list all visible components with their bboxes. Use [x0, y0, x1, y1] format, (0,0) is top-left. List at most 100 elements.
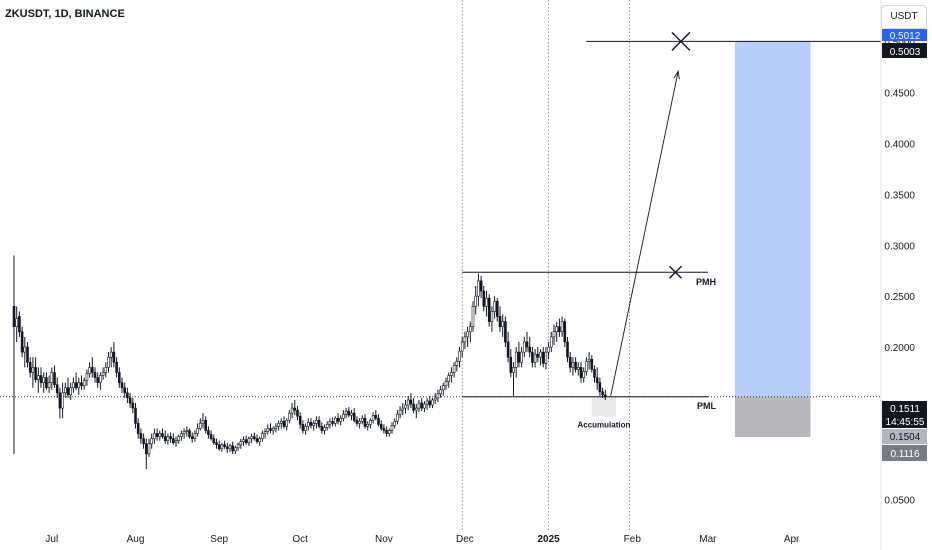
- candle-body: [253, 436, 256, 439]
- candle-body: [490, 311, 494, 322]
- price-tick-label: 0.2500: [884, 292, 915, 303]
- candle-body: [12, 306, 16, 327]
- currency-button[interactable]: USDT: [881, 5, 927, 29]
- candle: [487, 294, 491, 327]
- accumulation-label: Accumulation: [577, 421, 630, 430]
- stop-price-tag-bg: [882, 445, 927, 461]
- candle-body: [139, 433, 143, 439]
- candle-body: [285, 420, 289, 427]
- candle: [226, 442, 229, 453]
- candle: [193, 430, 197, 442]
- target-zone[interactable]: [734, 41, 811, 397]
- candle: [282, 416, 286, 429]
- candle: [590, 355, 594, 373]
- candle: [185, 426, 189, 437]
- candle-body: [333, 417, 337, 424]
- candle: [525, 331, 529, 353]
- candle: [126, 387, 129, 404]
- candle: [266, 424, 270, 435]
- candle-body: [412, 403, 415, 411]
- candle: [350, 410, 353, 421]
- candle-body: [107, 356, 110, 368]
- candle-body: [549, 336, 553, 348]
- candle: [463, 331, 467, 350]
- candle: [212, 434, 216, 445]
- candle-body: [74, 382, 78, 389]
- target-x-marker: [671, 31, 691, 51]
- candle: [520, 347, 523, 368]
- candle: [242, 436, 245, 446]
- candle-body: [371, 414, 375, 421]
- candle: [180, 430, 183, 441]
- candle-body: [328, 421, 332, 425]
- candle: [236, 442, 240, 451]
- stop-zone[interactable]: [734, 396, 811, 438]
- candle: [290, 403, 294, 419]
- candle-body: [99, 375, 102, 383]
- candle: [549, 331, 553, 353]
- candle: [220, 442, 224, 452]
- pmh-label: PMH: [696, 277, 716, 287]
- candle: [82, 377, 86, 390]
- stop-price-tag: 0.1116: [882, 445, 927, 461]
- candle: [455, 357, 459, 372]
- candle-body: [452, 365, 456, 373]
- candle: [39, 367, 43, 388]
- candle-body: [207, 430, 210, 435]
- candle-body: [118, 372, 121, 383]
- candle: [358, 418, 361, 429]
- candle-body: [266, 428, 270, 432]
- candle: [582, 367, 586, 383]
- accumulation-zone[interactable]: [591, 396, 617, 417]
- candle: [172, 433, 175, 445]
- candle: [433, 392, 437, 405]
- candle: [555, 321, 559, 342]
- candle-body: [236, 444, 240, 449]
- candle-body: [72, 382, 75, 389]
- candle: [182, 428, 186, 439]
- candle-body: [188, 430, 191, 437]
- candle: [61, 382, 64, 419]
- candle: [204, 416, 207, 434]
- candle: [293, 399, 297, 416]
- candle-body: [147, 443, 151, 455]
- candle: [477, 273, 480, 307]
- candle-body: [20, 331, 24, 353]
- candle-body: [571, 362, 575, 368]
- candle: [512, 362, 515, 396]
- price-tick-label: 0.4000: [884, 139, 915, 150]
- candle: [585, 357, 588, 376]
- candle: [439, 385, 442, 398]
- candle-body: [525, 341, 529, 348]
- candle: [568, 352, 572, 373]
- candle: [139, 428, 143, 444]
- candle-body: [487, 297, 491, 322]
- candle-body: [196, 428, 199, 434]
- candle: [485, 291, 488, 317]
- candle: [261, 430, 264, 442]
- time-tick-label: Mar: [699, 534, 717, 545]
- entry-price-tag-text: 0.1504: [890, 432, 921, 443]
- candle-body: [504, 321, 507, 343]
- candle-body: [182, 431, 186, 434]
- candle-body: [28, 362, 32, 373]
- candle: [18, 311, 21, 337]
- candle: [55, 377, 59, 398]
- candle-body: [177, 436, 180, 441]
- candle-body: [382, 428, 386, 431]
- candle-body: [34, 367, 37, 380]
- candle-body: [199, 423, 202, 429]
- candle: [385, 426, 388, 437]
- candle: [301, 420, 305, 434]
- candle-body: [244, 439, 248, 443]
- candle: [317, 416, 321, 429]
- candle: [15, 306, 18, 342]
- projection-arrow[interactable]: [610, 71, 679, 396]
- candle-body: [115, 362, 118, 373]
- candle-body: [482, 290, 486, 307]
- candle-body: [226, 446, 229, 450]
- stop-price-tag-text: 0.1116: [890, 449, 920, 460]
- candle: [209, 430, 213, 441]
- candle: [255, 434, 259, 444]
